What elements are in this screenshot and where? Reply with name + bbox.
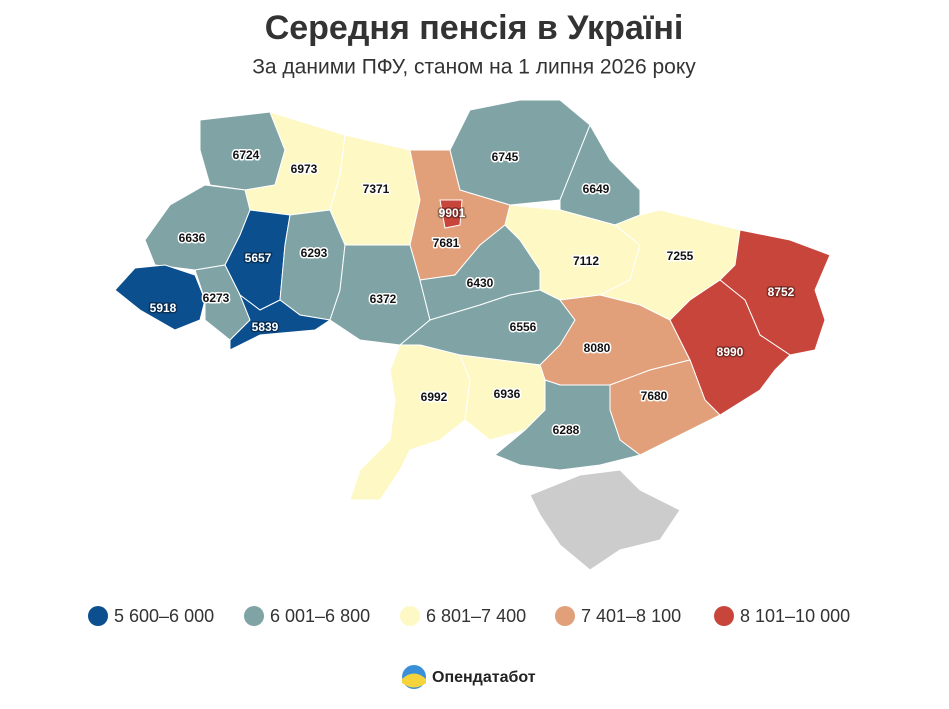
legend-swatch: [244, 606, 264, 626]
region: [439, 199, 463, 229]
region-value: 6293: [301, 246, 328, 260]
region-value: 8080: [584, 341, 611, 355]
region-value: 6936: [494, 387, 521, 401]
region-value: 7255: [667, 249, 694, 263]
region-value: 6372: [370, 292, 397, 306]
legend-label: 8 101–10 000: [740, 606, 850, 626]
region-value: 6273: [203, 291, 230, 305]
legend-swatch: [88, 606, 108, 626]
title: Середня пенсія в Україні: [265, 9, 684, 47]
region-value: 7681: [433, 236, 460, 250]
region: [114, 264, 206, 331]
region: [349, 344, 471, 501]
legend-swatch: [714, 606, 734, 626]
region-value: 6724: [233, 148, 260, 162]
region-value: 6973: [291, 162, 318, 176]
region: [719, 229, 831, 356]
region-value: 7680: [641, 389, 668, 403]
region-value: 7371: [363, 182, 390, 196]
region-value: 6636: [179, 231, 206, 245]
legend-label: 6 801–7 400: [426, 606, 526, 626]
legend-swatch: [555, 606, 575, 626]
brand: Опендатабот: [402, 665, 536, 689]
region-value: 6745: [492, 150, 519, 164]
region-value: 7112: [573, 254, 599, 268]
region-value: 6288: [553, 423, 580, 437]
subtitle: За даними ПФУ, станом на 1 липня 2026 ро…: [252, 56, 696, 79]
legend-label: 7 401–8 100: [581, 606, 681, 626]
region-value: 6556: [510, 320, 537, 334]
region: [669, 279, 791, 416]
brand-name: Опендатабот: [432, 669, 536, 686]
legend-label: 6 001–6 800: [270, 606, 370, 626]
map: [114, 99, 831, 571]
region-value: 9901: [439, 206, 466, 220]
region-value: 6649: [583, 182, 610, 196]
legend-label: 5 600–6 000: [114, 606, 214, 626]
region: [229, 293, 332, 351]
region-value: 5839: [252, 320, 279, 334]
region-labels: 6724 6973 7371 7681 9901 6745 6649 6636 5657 6293…: [148, 147, 796, 439]
region-value: 5657: [245, 251, 272, 265]
region: [494, 379, 642, 471]
region-value: 6992: [421, 390, 448, 404]
region-value: 6430: [467, 276, 494, 290]
brand-icon-part: [402, 673, 426, 688]
crimea: [529, 469, 681, 571]
legend-swatch: [400, 606, 420, 626]
region-value: 8752: [768, 285, 795, 299]
region-value: 5918: [150, 301, 177, 315]
legend: 5 600–6 000 6 001–6 800 6 801–7 400 7 401–8…: [88, 606, 850, 626]
region-value: 8990: [717, 345, 744, 359]
